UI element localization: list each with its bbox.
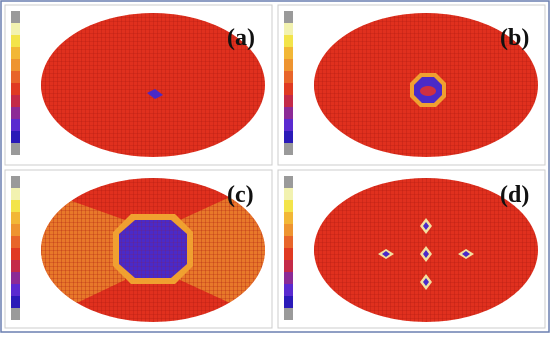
panel-label: (a) <box>227 25 255 51</box>
color-legend <box>11 176 20 320</box>
panel-c: (c) <box>4 169 273 329</box>
panel-label: (b) <box>500 25 529 51</box>
hole-core <box>423 250 429 258</box>
holes <box>378 218 474 290</box>
color-legend <box>284 176 293 320</box>
hole-mesh <box>119 220 187 278</box>
panel-label: (c) <box>227 182 254 208</box>
hole-core <box>420 86 436 96</box>
panel-d: (d) <box>277 169 546 329</box>
panel-b: (b) <box>277 4 546 166</box>
hole <box>147 89 163 99</box>
hole-core <box>423 278 429 286</box>
mesh <box>41 13 265 157</box>
panel-label: (d) <box>500 182 529 208</box>
color-legend <box>11 11 20 155</box>
hole-core <box>423 222 429 230</box>
color-legend <box>284 11 293 155</box>
hole-core <box>462 251 470 257</box>
hole-core <box>382 251 390 257</box>
panel-a: (a) <box>4 4 273 166</box>
